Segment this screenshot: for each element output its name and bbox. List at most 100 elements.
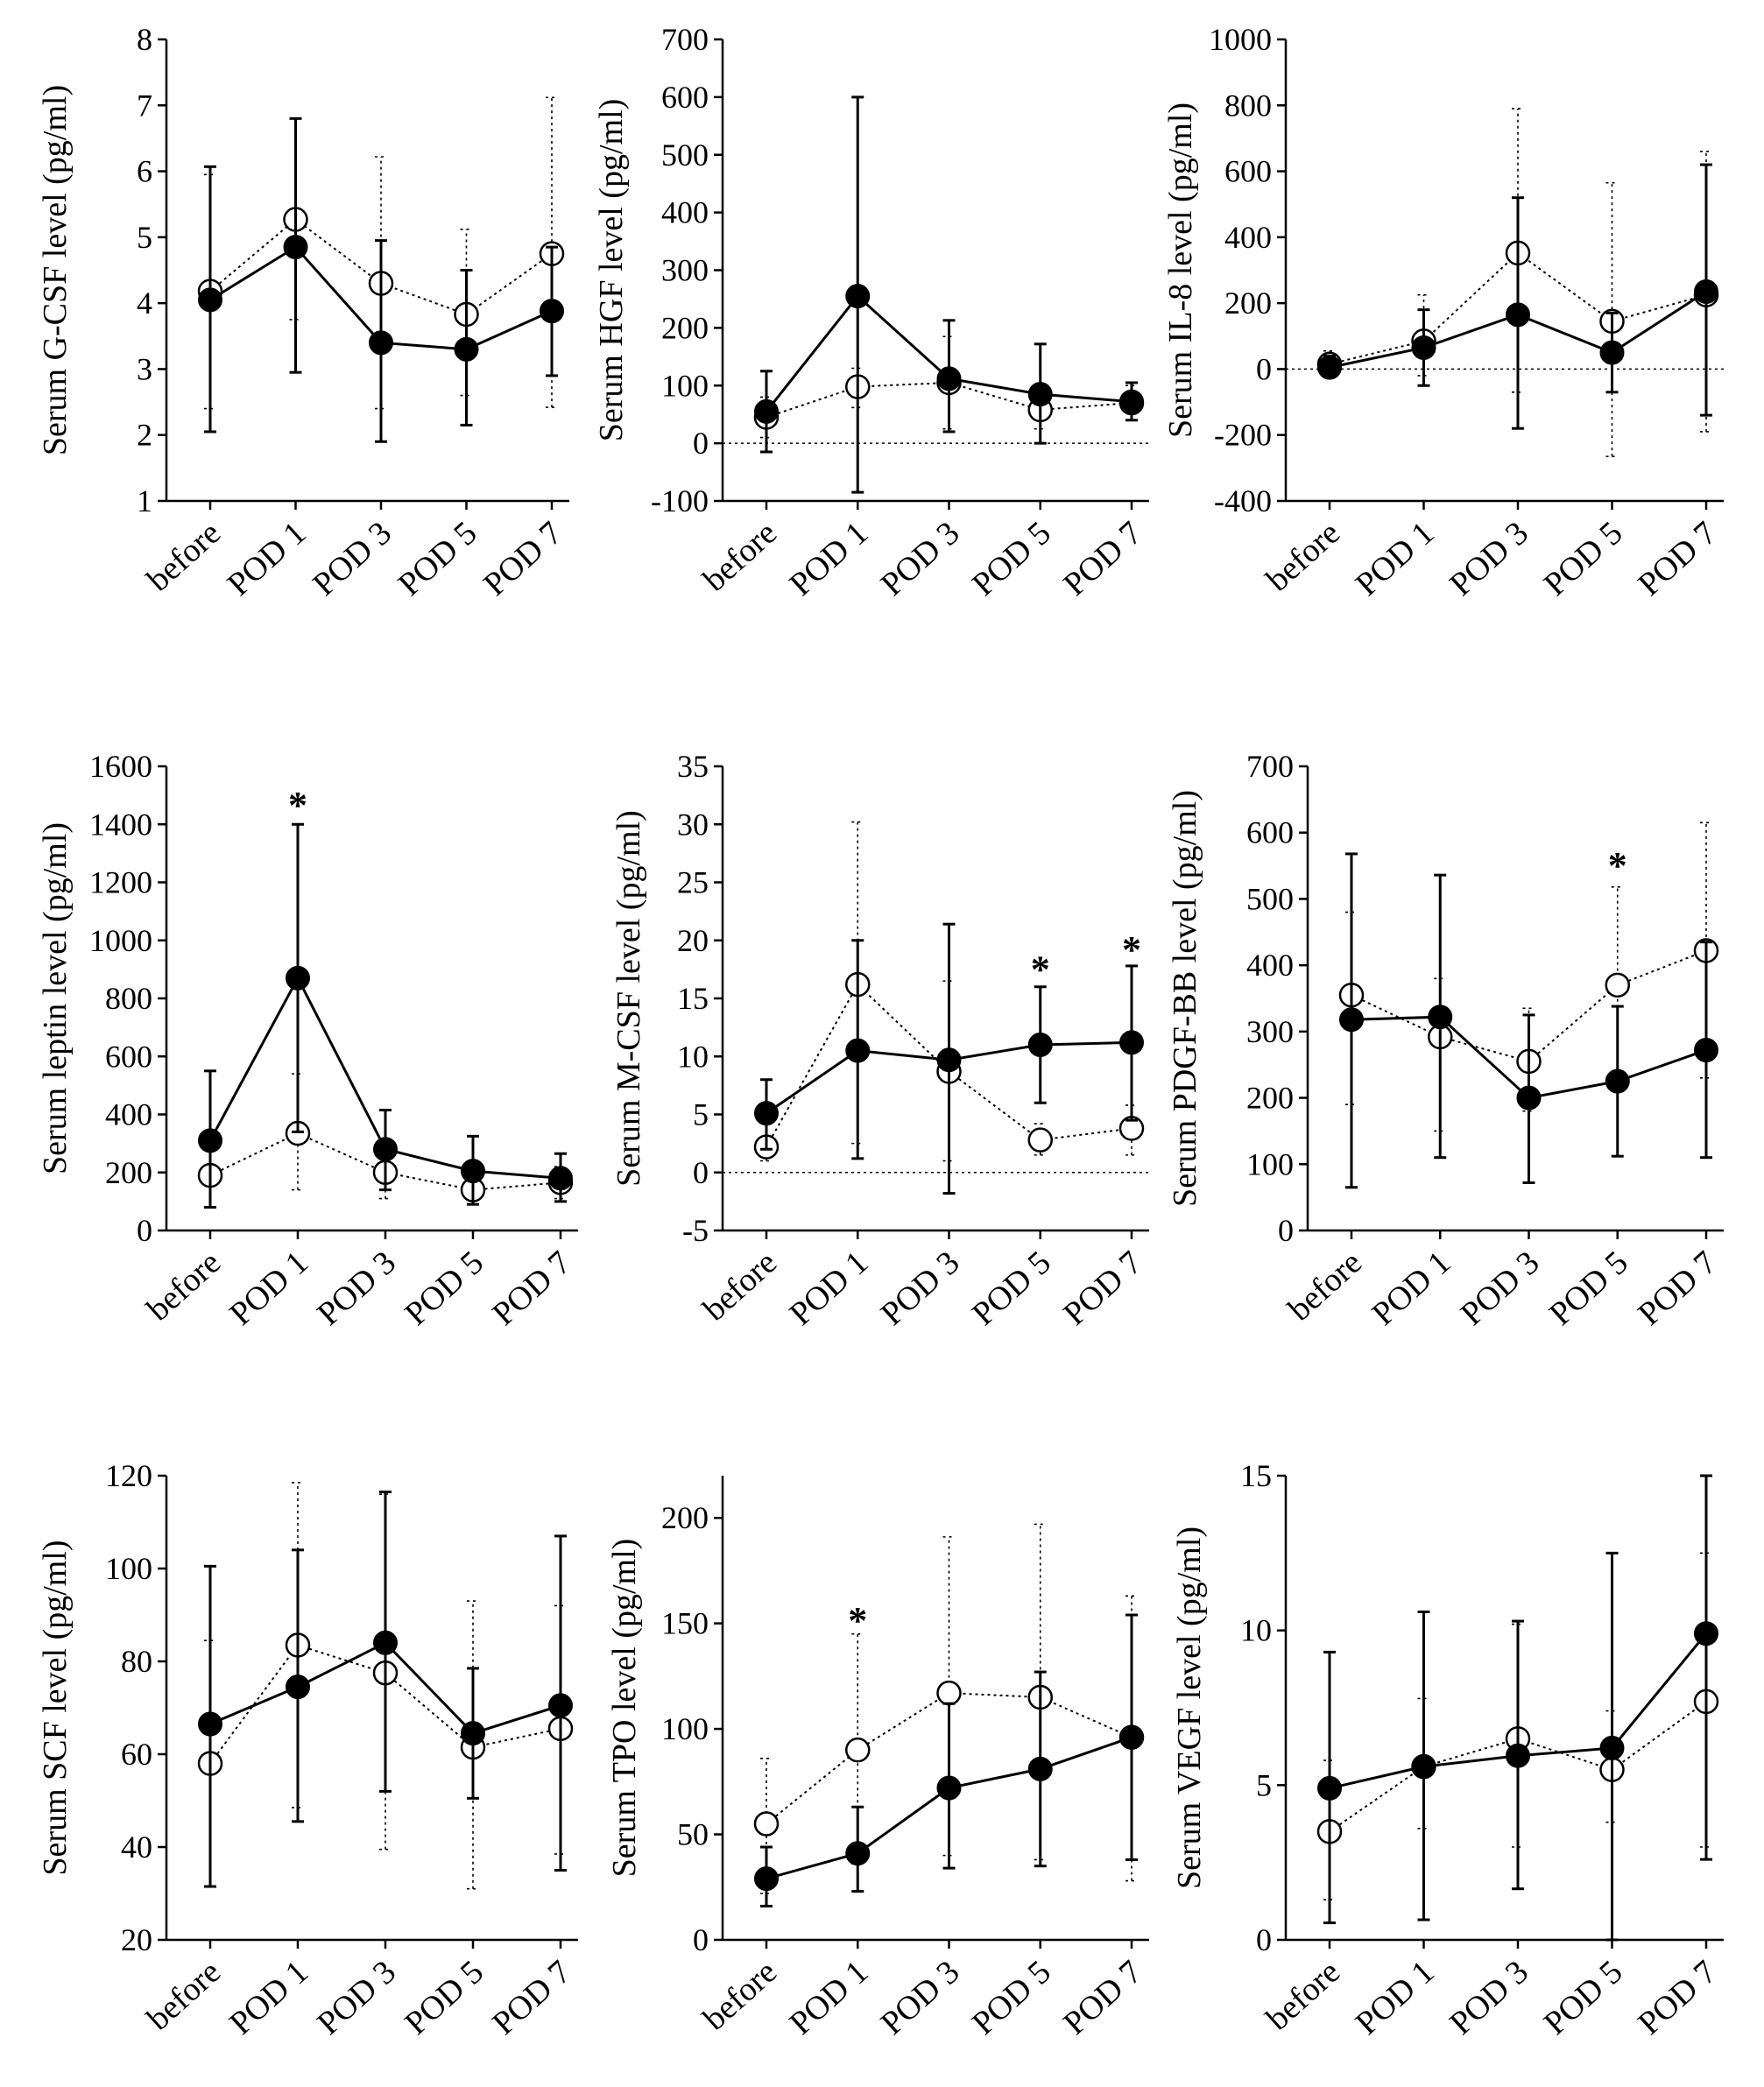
y-tick-label: 6 [137, 154, 152, 189]
data-point [1119, 1724, 1144, 1750]
x-tick-label: POD 3 [310, 1244, 403, 1332]
chart-panel-9: 0 5 10 15 before POD 1 POD 3 POD 5 POD 7 Serum VE… [1171, 1458, 1724, 2042]
y-tick-label: 10 [677, 1039, 709, 1074]
y-tick-label: 200 [105, 1155, 152, 1190]
data-point [283, 235, 308, 260]
y-tick-label: 0 [1256, 1922, 1272, 1957]
x-tick-label: POD 5 [965, 1953, 1058, 2041]
x-tick-label: POD 5 [398, 1244, 490, 1332]
data-point [936, 1047, 962, 1073]
y-tick-label: 3 [137, 351, 152, 386]
data-point [1317, 1775, 1342, 1801]
y-tick-label: 30 [677, 807, 709, 842]
y-tick-label: 120 [105, 1458, 152, 1493]
data-point [1119, 389, 1144, 414]
y-tick-label: 200 [1246, 1081, 1294, 1116]
y-tick-label: 500 [661, 137, 709, 173]
y-tick-label: 60 [121, 1737, 152, 1772]
y-tick-label: -100 [651, 483, 709, 518]
x-tick-label: POD 3 [874, 1244, 967, 1332]
data-point [548, 1693, 573, 1718]
y-tick-label: 600 [1224, 154, 1272, 189]
y-tick-label: 400 [661, 195, 709, 230]
data-point [845, 284, 871, 309]
y-axis-label: Serum SCF level (pg/ml) [37, 1540, 74, 1875]
data-point [936, 1680, 962, 1706]
data-point [1516, 1085, 1542, 1110]
x-tick-label: POD 3 [306, 514, 399, 603]
data-point [198, 1711, 222, 1737]
x-tick-label: POD 1 [222, 1953, 315, 2041]
series-filled [754, 1613, 1144, 1907]
significance-star: * [1608, 844, 1627, 887]
x-tick-label: POD 5 [1542, 1244, 1635, 1332]
x-tick-label: POD 1 [782, 514, 875, 603]
y-tick-label: 0 [137, 1213, 152, 1248]
y-tick-label: 5 [1256, 1767, 1272, 1802]
series-line [1329, 1701, 1707, 1833]
significance-star: * [848, 1599, 867, 1642]
y-tick-label: 200 [661, 310, 709, 345]
y-axis-label: Serum leptin level (pg/ml) [37, 822, 74, 1174]
x-tick-label: before [1259, 514, 1347, 598]
data-point [461, 1159, 485, 1184]
data-point [754, 398, 779, 424]
y-axis-label: Serum VEGF level (pg/ml) [1171, 1526, 1208, 1889]
x-tick-label: POD 1 [222, 1244, 315, 1332]
data-point [1317, 355, 1342, 380]
y-tick-label: 100 [105, 1551, 152, 1586]
y-tick-label: 100 [661, 368, 709, 403]
y-tick-label: 0 [1278, 1213, 1294, 1248]
x-tick-label: POD 1 [782, 1953, 875, 2041]
y-tick-label: 400 [1224, 220, 1272, 255]
data-point [1119, 1030, 1144, 1055]
y-axis-label: Serum M-CSF level (pg/ml) [610, 810, 647, 1187]
x-tick-label: POD 5 [965, 1244, 1058, 1332]
x-tick-label: POD 5 [1537, 514, 1630, 603]
y-tick-label: 8 [137, 22, 152, 57]
x-tick-label: before [696, 1244, 784, 1328]
data-point [1411, 335, 1436, 360]
y-tick-label: 35 [677, 749, 709, 784]
data-point [1605, 1068, 1630, 1094]
y-tick-label: 1000 [89, 923, 152, 958]
y-axis-label: Serum G-CSF level (pg/ml) [37, 85, 74, 455]
y-tick-label: 700 [1246, 749, 1294, 784]
y-axis-label: Serum PDGF-BB level (pg/ml) [1167, 790, 1203, 1207]
series-filled [198, 1491, 573, 1888]
data-point [845, 1038, 871, 1063]
data-point [454, 336, 479, 362]
data-point [1339, 1007, 1364, 1033]
x-tick-label: POD 1 [782, 1244, 875, 1332]
y-tick-label: 20 [677, 923, 709, 958]
y-tick-label: 600 [105, 1039, 152, 1074]
y-tick-label: 1200 [89, 865, 152, 900]
series-filled [754, 922, 1144, 1195]
series-line [1351, 949, 1707, 1063]
y-tick-label: 300 [661, 253, 709, 288]
y-tick-label: 15 [677, 981, 709, 1016]
x-tick-label: POD 3 [874, 514, 967, 603]
y-tick-label: 1 [137, 483, 152, 518]
y-tick-label: -400 [1214, 483, 1272, 518]
y-tick-label: 150 [661, 1606, 709, 1641]
series-line [766, 381, 1132, 419]
x-tick-label: POD 7 [1631, 1953, 1724, 2041]
y-tick-label: 5 [693, 1097, 709, 1132]
data-point [548, 1166, 573, 1191]
y-tick-label: -200 [1214, 418, 1272, 453]
y-tick-label: 800 [105, 981, 152, 1016]
data-point [1605, 972, 1630, 998]
y-tick-label: 0 [693, 1155, 709, 1190]
data-point [1694, 1038, 1718, 1063]
x-tick-label: POD 3 [1443, 1953, 1535, 2041]
y-tick-label: 400 [105, 1097, 152, 1132]
data-point [198, 287, 222, 313]
y-tick-label: 1400 [89, 807, 152, 842]
series-filled [198, 822, 573, 1209]
data-point [373, 1137, 398, 1162]
y-tick-label: 200 [661, 1500, 709, 1535]
